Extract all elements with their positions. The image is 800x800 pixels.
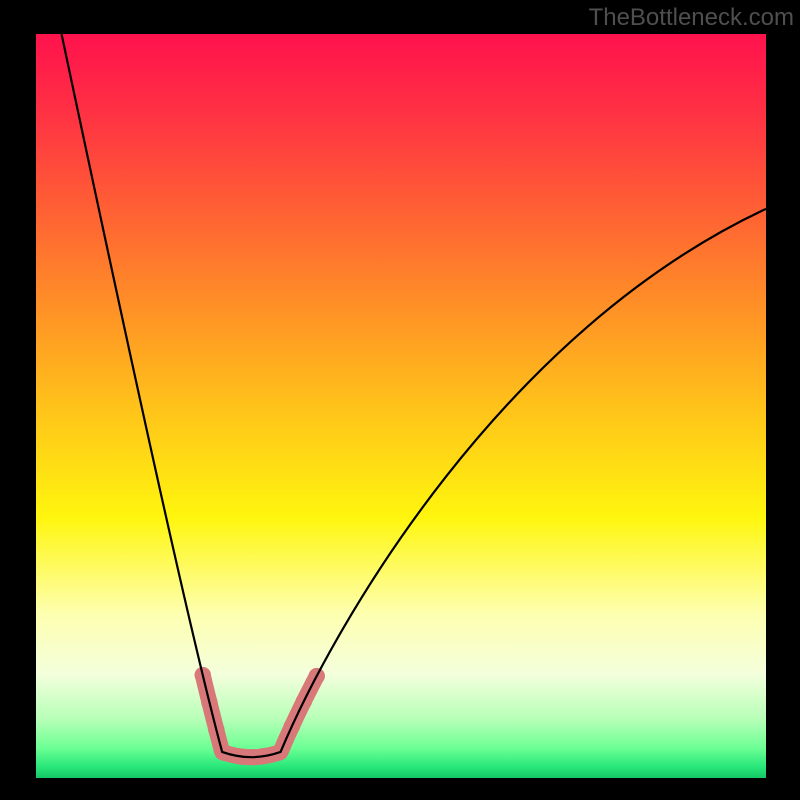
bottleneck-chart <box>0 0 800 800</box>
watermark-text: TheBottleneck.com <box>589 4 794 32</box>
gradient-background <box>36 34 766 778</box>
chart-stage: TheBottleneck.com <box>0 0 800 800</box>
